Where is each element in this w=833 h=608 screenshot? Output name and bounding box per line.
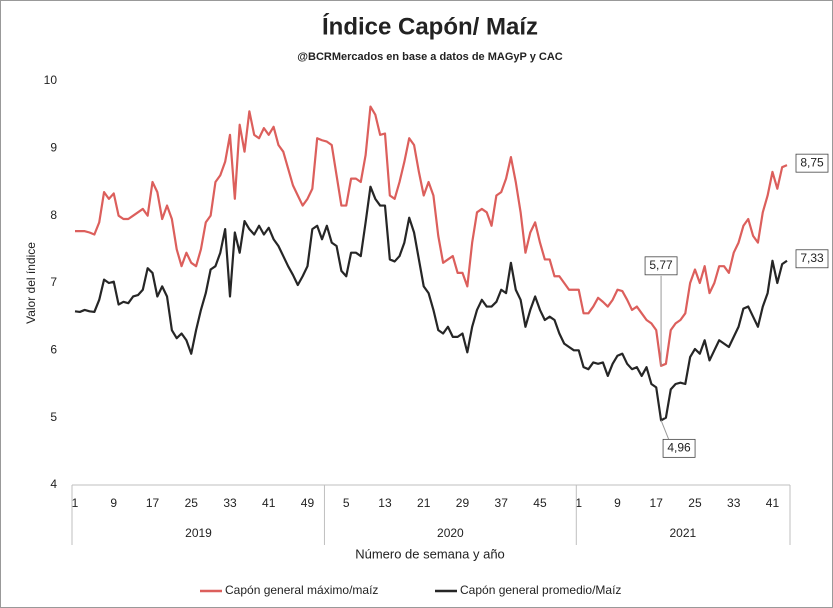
- chart-title: Índice Capón/ Maíz: [322, 12, 538, 40]
- x-tick-label: 9: [110, 496, 117, 510]
- x-tick-label: 25: [688, 496, 702, 510]
- x-tick-label: 9: [614, 496, 621, 510]
- x-tick-label: 5: [343, 496, 350, 510]
- y-tick-label: 4: [50, 477, 57, 491]
- y-tick-label: 9: [50, 141, 57, 155]
- chart-subtitle: @BCRMercados en base a datos de MAGyP y …: [297, 51, 562, 63]
- y-tick-label: 5: [50, 410, 57, 424]
- year-label: 2019: [185, 526, 212, 540]
- y-tick-label: 6: [50, 343, 57, 357]
- x-tick-label: 17: [146, 496, 160, 510]
- x-tick-label: 45: [533, 496, 547, 510]
- legend-label: Capón general máximo/maíz: [225, 583, 378, 597]
- x-tick-label: 1: [575, 496, 582, 510]
- x-axis-label: Número de semana y año: [355, 546, 505, 561]
- y-tick-label: 8: [50, 208, 57, 222]
- y-tick-label: 10: [44, 73, 58, 87]
- year-label: 2021: [670, 526, 697, 540]
- x-tick-label: 1: [72, 496, 79, 510]
- y-axis-label: Valor del índice: [24, 242, 38, 324]
- x-tick-label: 37: [495, 496, 509, 510]
- x-tick-label: 49: [301, 496, 315, 510]
- x-tick-label: 29: [456, 496, 470, 510]
- x-tick-label: 41: [766, 496, 780, 510]
- label-box: [795, 249, 829, 269]
- label-box: [644, 256, 678, 276]
- x-tick-label: 33: [727, 496, 741, 510]
- y-tick-label: 7: [50, 275, 57, 289]
- value-label: 7,33: [800, 251, 824, 265]
- year-label: 2020: [437, 526, 464, 540]
- x-tick-label: 41: [262, 496, 276, 510]
- value-label: 8,75: [800, 155, 824, 169]
- x-tick-label: 17: [650, 496, 664, 510]
- label-box: [662, 438, 696, 458]
- x-tick-label: 25: [185, 496, 199, 510]
- series-line: [74, 185, 788, 422]
- label-box: [795, 153, 829, 173]
- value-label: 5,77: [649, 258, 673, 272]
- x-tick-label: 13: [378, 496, 392, 510]
- x-tick-label: 33: [223, 496, 237, 510]
- leader-line: [660, 420, 670, 441]
- value-label: 4,96: [667, 441, 691, 455]
- x-tick-label: 21: [417, 496, 431, 510]
- legend-label: Capón general promedio/Maíz: [460, 583, 621, 597]
- series-line: [75, 105, 788, 367]
